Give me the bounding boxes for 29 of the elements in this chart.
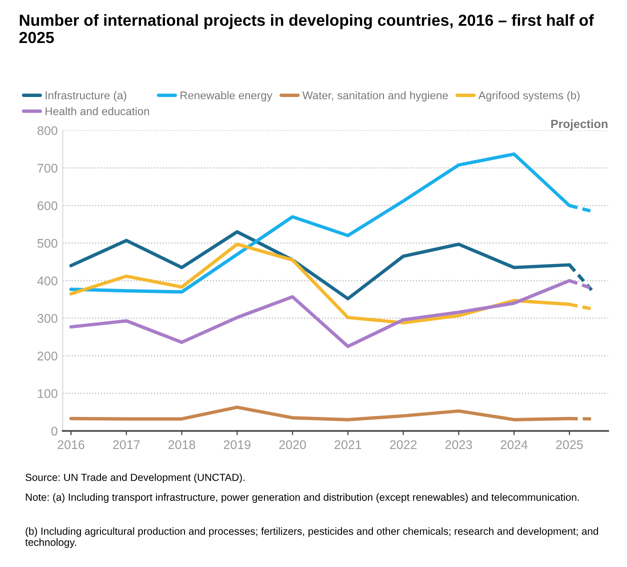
chart-title: Number of international projects in developing countries, 2016 – first half of 2025 — [19, 14, 594, 44]
x-tick-label: 2021 — [334, 440, 362, 450]
x-tick-label: 2023 — [445, 440, 472, 450]
y-tick-label: 100 — [38, 389, 58, 398]
y-tick-label: 400 — [37, 276, 58, 286]
text: (b) Including agricultural production and processes; fertilizers, pesticides and other chemicals; research and development; and technology. — [25, 527, 598, 548]
y-tick-label: 700 — [38, 164, 58, 173]
source-note: Source: UN Trade and Development (UNCTAD). — [26, 473, 244, 484]
x-tick-label: 2020 — [279, 440, 306, 450]
x-tick-label: 2022 — [390, 440, 417, 450]
legend-label: Agrifood systems (b) — [478, 91, 580, 102]
text: Note: (a) Including transport infrastructure, power generation and distribution (except renewables) and telecommunication. — [26, 493, 579, 503]
x-tick-label: 2025 — [556, 440, 583, 450]
x-tick-label: 2018 — [168, 440, 196, 450]
x-tick-label: 2016 — [58, 440, 84, 450]
x-tick-label: 2017 — [113, 440, 140, 450]
text: Projection — [551, 119, 608, 130]
y-tick-label: 800 — [38, 126, 58, 136]
y-tick-label: 200 — [38, 352, 58, 360]
legend-label: Infrastructure (a) — [46, 91, 126, 102]
y-tick-label: 600 — [38, 201, 58, 210]
legend-label: Renewable energy — [180, 91, 272, 102]
y-tick-label: 0 — [51, 426, 58, 436]
x-tick-label: 2019 — [224, 440, 250, 450]
x-tick-label: 2024 — [500, 440, 528, 450]
legend-label: Health and education — [46, 107, 150, 116]
legend-label: Water, sanitation and hygiene — [302, 91, 448, 102]
y-tick-label: 500 — [37, 238, 58, 248]
y-tick-label: 300 — [37, 314, 58, 323]
